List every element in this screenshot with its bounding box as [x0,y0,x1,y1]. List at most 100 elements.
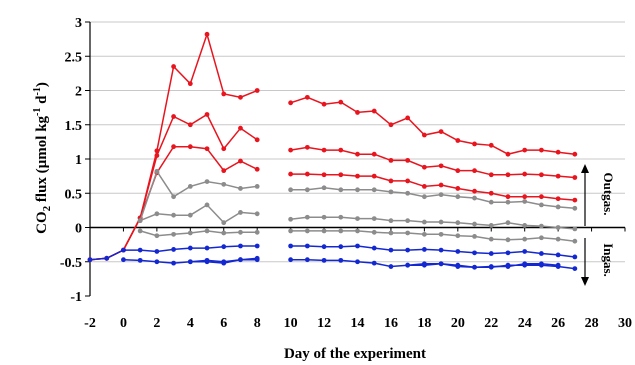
data-point [321,228,327,234]
x-tick-label: 4 [187,316,194,331]
series-line [290,230,575,242]
data-point [221,244,227,250]
data-point [455,249,461,254]
data-point [488,223,494,228]
outgas-label: Outgas. [601,173,616,216]
data-point [221,230,227,236]
data-point [438,192,444,198]
outgas-arrow [581,164,589,226]
x-tick-label: 10 [284,316,298,331]
data-point [405,190,411,196]
data-point [572,254,578,260]
data-point [539,235,544,241]
data-point [204,259,210,265]
x-tick-label: 14 [351,316,365,331]
data-point [171,260,176,266]
series-blue-7 [87,243,578,263]
data-point [338,99,344,105]
data-point [421,194,427,200]
data-point [304,214,310,220]
data-point [572,238,578,244]
data-point [505,151,511,157]
data-point [204,228,210,234]
data-point [355,110,360,115]
data-point [555,196,561,202]
data-point [187,144,193,150]
data-point [488,236,494,242]
series-gray-5 [137,202,578,232]
x-tick-label: 6 [220,316,227,331]
data-point [472,195,477,201]
data-point [355,228,360,234]
data-point [371,108,377,114]
x-tick-label: 30 [618,316,632,331]
series-blue-8 [121,257,578,271]
series-line [139,203,258,224]
data-point [321,257,327,263]
data-point [355,216,360,221]
data-point [472,188,477,194]
data-point [455,262,461,268]
data-point [321,244,327,250]
y-tick-label: 0 [75,222,82,237]
data-point [187,81,193,87]
data-point [421,164,427,170]
data-point [355,187,360,193]
data-point [472,168,477,174]
ingas-label: Ingas. [601,243,616,277]
data-point [438,231,444,237]
data-point [321,172,327,178]
data-point [488,199,494,205]
data-point [221,260,227,266]
data-point [488,142,494,148]
y-tick-label: 2.5 [65,50,83,65]
x-tick-label: 12 [317,316,331,331]
data-point [472,234,477,239]
data-point [304,187,310,193]
data-point [522,194,528,200]
data-point [421,184,427,189]
data-point [304,144,310,150]
data-point [555,252,561,258]
data-point [154,168,160,174]
data-point [187,122,193,128]
data-point [371,151,377,157]
data-point [137,218,143,224]
data-point [254,243,260,249]
data-point [388,218,394,224]
data-point [539,202,544,208]
data-point [304,257,310,263]
data-point [238,257,243,263]
data-point [204,31,210,37]
data-point [405,247,411,253]
data-point [338,172,344,178]
data-point [472,221,477,227]
data-point [522,223,528,228]
data-point [388,264,394,269]
data-point [388,189,394,195]
data-point [321,185,327,191]
series-line [290,245,575,258]
series-blue-9 [187,255,561,270]
data-point [421,247,427,252]
x-tick-label: 20 [451,316,465,331]
data-point [355,259,360,265]
data-point [455,194,461,200]
data-point [154,259,160,265]
data-point [254,184,260,189]
data-point [371,260,377,266]
data-point [221,91,227,97]
data-point [238,158,243,164]
data-point [371,173,377,179]
series-red-3 [121,144,578,253]
data-point [154,233,160,239]
y-tick-label: 1.5 [65,119,83,134]
data-point [171,114,176,119]
x-axis-title: Day of the experiment [284,346,426,362]
data-point [321,147,327,153]
y-tick-label: 1 [75,153,82,168]
data-point [405,178,411,184]
data-point [187,230,193,236]
data-point [221,181,227,187]
data-point [405,230,411,236]
